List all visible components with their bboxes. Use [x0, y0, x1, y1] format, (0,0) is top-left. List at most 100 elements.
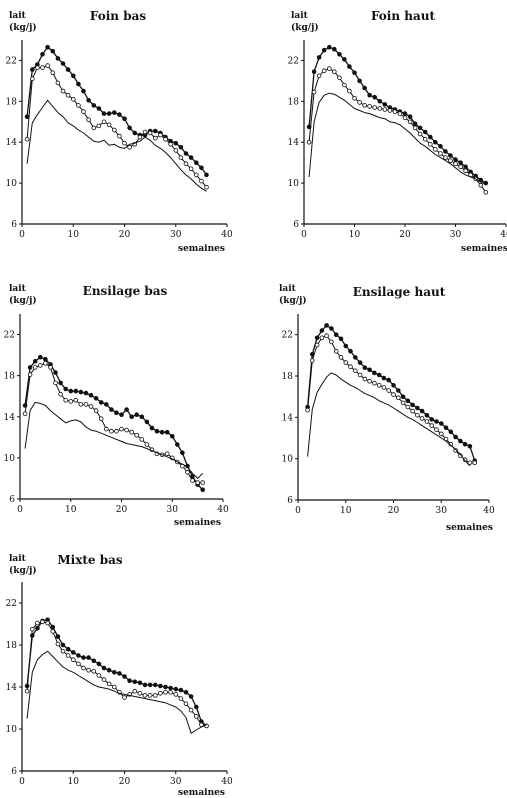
x-tick-label: 30	[170, 777, 182, 787]
data-point	[195, 480, 200, 485]
y-tick-label: 18	[282, 372, 294, 382]
data-point	[429, 417, 435, 422]
y-axis-label-line1: lait	[279, 284, 297, 294]
data-point	[144, 442, 150, 447]
data-point	[164, 429, 170, 435]
data-point	[377, 99, 383, 104]
data-point	[329, 326, 334, 331]
data-point	[40, 619, 45, 625]
data-point	[43, 356, 48, 362]
data-point	[483, 190, 489, 195]
data-point	[65, 92, 71, 98]
data-point	[63, 386, 68, 392]
y-axis-label-line1: lait	[9, 554, 27, 564]
data-point	[73, 388, 79, 394]
data-point	[415, 405, 420, 411]
data-point	[347, 64, 352, 69]
data-point	[386, 388, 392, 393]
data-point	[395, 395, 401, 401]
data-point	[137, 134, 143, 140]
data-point	[50, 70, 56, 75]
y-axis-label-line1: lait	[291, 11, 309, 21]
data-point	[27, 372, 33, 377]
x-tick-label: 10	[68, 777, 80, 787]
data-point	[407, 119, 413, 125]
x-tick-label: 30	[436, 506, 448, 516]
data-point	[348, 348, 353, 354]
data-point	[96, 673, 102, 678]
data-point	[472, 460, 478, 466]
y-axis-label-line1: lait	[9, 284, 27, 294]
x-tick-label: 30	[167, 505, 179, 515]
data-point	[68, 399, 74, 404]
y-tick-label: 18	[4, 372, 16, 382]
data-point	[132, 679, 138, 685]
x-axis-label: semaines	[461, 244, 507, 254]
x-axis-label: semaines	[174, 518, 221, 528]
data-point	[149, 425, 155, 431]
data-point	[132, 130, 138, 136]
data-point	[412, 121, 418, 127]
data-point	[35, 625, 40, 631]
data-point	[96, 661, 102, 667]
data-point	[173, 148, 179, 153]
chart-foin-haut: Foin haut lait (kg/j) semaines 6 10 14 18 22…	[288, 9, 507, 254]
data-point	[117, 671, 122, 676]
data-point	[132, 688, 138, 694]
y-tick-label: 22	[6, 56, 17, 66]
data-point	[381, 375, 387, 381]
data-point	[114, 410, 119, 416]
y-tick-label: 10	[282, 455, 294, 465]
data-point	[329, 339, 334, 345]
data-point	[324, 333, 329, 339]
data-point	[419, 408, 425, 414]
y-axis-label-line2: (kg/j)	[9, 295, 37, 306]
data-point	[71, 650, 76, 655]
series-line-3	[24, 401, 204, 479]
data-point	[478, 182, 484, 188]
data-point	[76, 661, 81, 667]
data-point	[410, 402, 415, 408]
data-point	[204, 184, 209, 190]
data-point	[78, 389, 84, 395]
data-point	[129, 414, 135, 420]
data-point	[185, 469, 190, 475]
data-point	[412, 125, 418, 131]
data-point	[362, 376, 368, 382]
data-point	[37, 354, 43, 360]
data-point	[417, 131, 423, 137]
y-tick-label: 22	[6, 599, 17, 609]
data-point	[183, 701, 189, 707]
y-tick-label: 10	[6, 725, 18, 735]
data-point	[91, 668, 97, 674]
data-point	[58, 380, 63, 386]
data-point	[188, 166, 194, 172]
data-point	[29, 67, 35, 72]
data-point	[50, 48, 56, 54]
data-point	[357, 360, 363, 365]
data-point	[60, 61, 66, 66]
y-axis-label-line2: (kg/j)	[9, 22, 37, 33]
data-point	[347, 88, 352, 94]
chart-foin-bas: Foin bas lait (kg/j) semaines 6 10 14 18 22 0…	[6, 9, 233, 254]
data-point	[372, 380, 377, 386]
data-point	[309, 358, 315, 363]
data-point	[37, 363, 43, 368]
data-point	[305, 407, 310, 413]
data-point	[50, 624, 56, 630]
data-point	[424, 419, 430, 424]
data-point	[109, 407, 114, 412]
chart-ensilage-haut: Ensilage haut lait (kg/j) semaines 6 10 14…	[279, 284, 495, 533]
y-tick-label: 10	[6, 179, 18, 189]
data-point	[168, 685, 173, 691]
data-point	[427, 142, 433, 147]
data-point	[453, 161, 458, 167]
data-point	[86, 667, 91, 673]
data-point	[60, 88, 66, 94]
data-point	[96, 123, 102, 129]
data-point	[376, 382, 382, 388]
data-point	[173, 686, 179, 692]
data-point	[163, 136, 168, 142]
data-point	[127, 678, 132, 683]
